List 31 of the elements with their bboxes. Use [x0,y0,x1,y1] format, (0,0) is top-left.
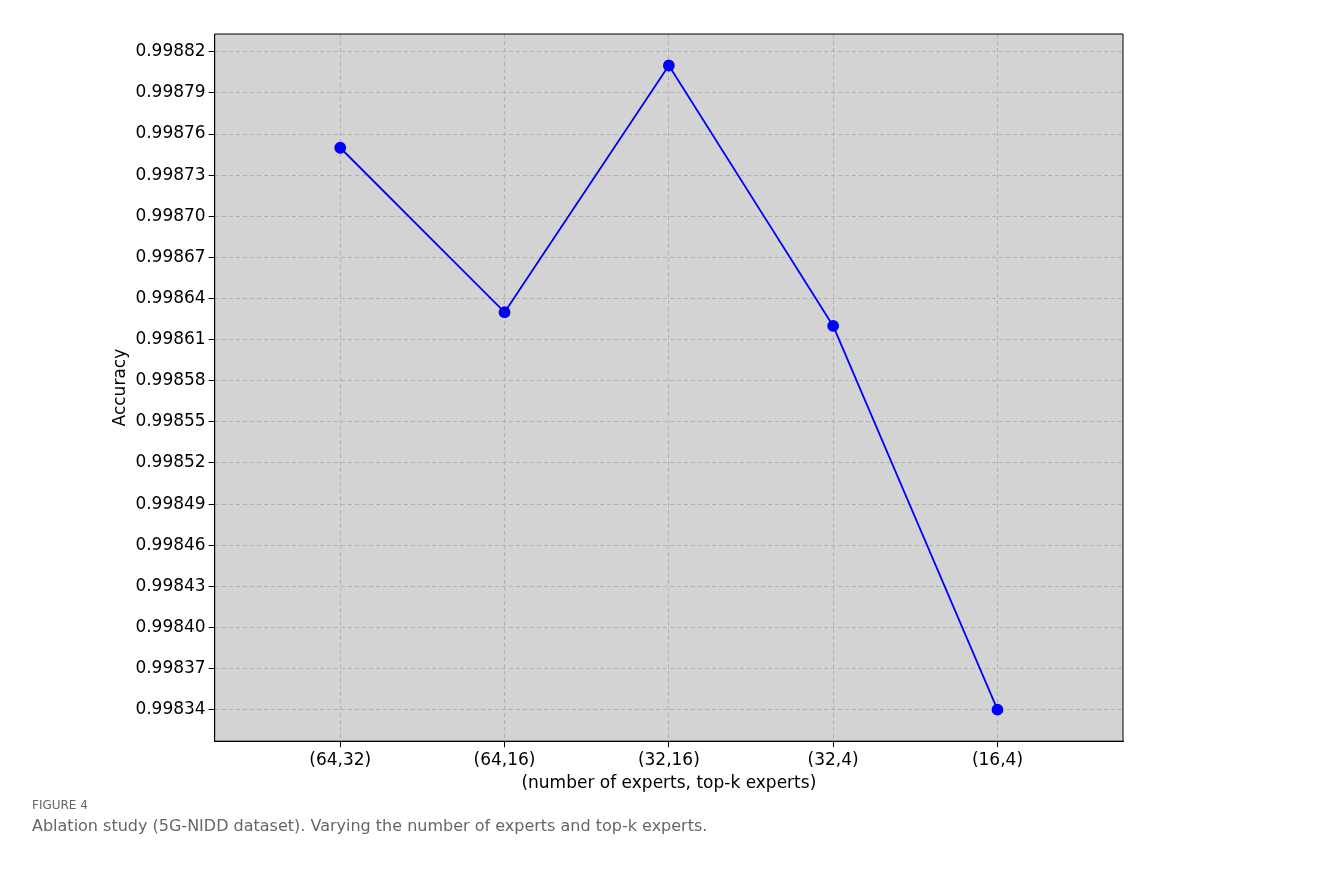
x-tick-label: (32,16) [637,748,700,769]
y-tick-label: 0.99867 [135,245,206,266]
y-axis-title: Accuracy [108,348,129,427]
point [991,703,1004,716]
x-tick-label: (64,16) [473,748,536,769]
caption: FIGURE 4 [32,798,89,812]
y-tick-label: 0.99834 [135,698,206,719]
y-tick-label: 0.99849 [135,492,206,513]
y-tick-label: 0.99861 [135,328,206,349]
y-tick-label: 0.99852 [135,451,206,472]
y-tick-label: 0.99882 [135,40,206,61]
x-tick-label: (64,32) [309,748,372,769]
y-tick-label: 0.99855 [135,410,206,431]
y-tick-label: 0.99858 [135,369,206,390]
y-tick-label: 0.99840 [135,615,206,636]
point [334,141,347,154]
y-tick-label: 0.99876 [135,122,206,143]
point [662,59,675,72]
x-tick-label: (16,4) [971,748,1024,769]
point [498,306,511,319]
y-tick-label: 0.99846 [135,533,206,554]
y-tick-label: 0.99870 [135,204,206,225]
y-tick-label: 0.99864 [135,286,206,307]
x-axis-title: (number of experts, top-k experts) [521,772,817,793]
text: Ablation study (5G-NIDD dataset). Varying the number of experts and top-k experts. [32,816,709,835]
y-tick-label: 0.99873 [135,163,206,184]
x-tick-label: (32,4) [807,748,859,769]
y-tick-label: 0.99843 [135,574,206,595]
point [827,320,840,332]
y-tick-label: 0.99837 [135,656,206,677]
y-tick-label: 0.99879 [135,81,206,102]
